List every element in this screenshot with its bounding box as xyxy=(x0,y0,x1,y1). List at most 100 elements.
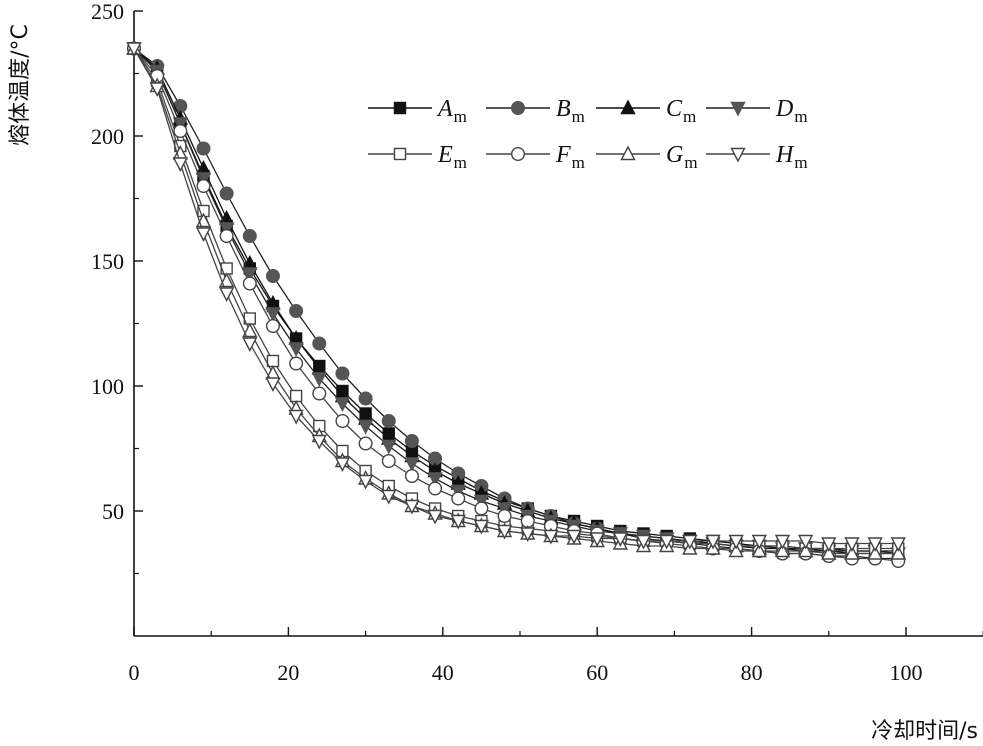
data-point xyxy=(265,307,281,323)
data-point xyxy=(289,304,304,319)
legend-item-g: Gm xyxy=(596,142,698,172)
data-point xyxy=(589,532,605,548)
y-tick-label: 250 xyxy=(91,0,124,24)
data-point xyxy=(774,542,791,558)
data-point xyxy=(844,537,860,553)
data-point xyxy=(288,342,304,358)
data-point xyxy=(219,228,234,243)
legend-label: Bm xyxy=(556,96,585,126)
data-point xyxy=(266,354,280,368)
legend-marker xyxy=(511,100,526,115)
data-point xyxy=(242,322,258,338)
data-point xyxy=(428,481,443,496)
data-point xyxy=(867,537,883,553)
data-point xyxy=(288,409,304,425)
legend-item-d: Dm xyxy=(706,96,808,126)
data-point xyxy=(844,544,860,560)
data-point xyxy=(404,457,420,473)
data-point xyxy=(821,537,837,553)
y-axis-title: 熔体温度/°C xyxy=(8,24,33,146)
data-point xyxy=(357,474,374,490)
data-point xyxy=(335,414,350,429)
legend-marker xyxy=(620,99,636,115)
x-tick-label: 0 xyxy=(129,660,140,685)
data-point xyxy=(705,534,721,550)
series-line xyxy=(133,48,899,550)
data-point xyxy=(381,454,396,469)
data-point xyxy=(334,457,351,473)
data-point xyxy=(543,529,559,545)
legend-label: Gm xyxy=(666,142,698,172)
series-line xyxy=(133,47,899,560)
data-point xyxy=(242,276,257,291)
data-point xyxy=(797,534,814,550)
data-point xyxy=(289,356,304,371)
legend-item-f: Fm xyxy=(486,142,585,172)
legend: Am Bm Cm Dm Em Fm Gm Hm xyxy=(368,96,808,172)
legend-label: Cm xyxy=(666,96,696,126)
legend-label: Dm xyxy=(775,96,808,126)
data-point xyxy=(196,178,211,193)
legend-item-a: Am xyxy=(368,96,467,126)
data-point xyxy=(312,336,327,351)
data-point xyxy=(358,436,373,451)
data-point xyxy=(218,287,235,303)
x-tick-label: 60 xyxy=(586,660,608,685)
legend-marker xyxy=(730,147,746,163)
legend-label: Em xyxy=(437,142,467,172)
series-line xyxy=(133,48,899,555)
legend-marker xyxy=(393,101,407,115)
data-point xyxy=(242,228,257,243)
data-point xyxy=(473,519,490,535)
legend-marker xyxy=(730,101,746,117)
data-point xyxy=(195,227,212,243)
data-point xyxy=(612,532,629,548)
legend-marker xyxy=(393,147,407,161)
data-point xyxy=(774,534,791,550)
data-point xyxy=(289,389,303,403)
data-point xyxy=(890,537,906,553)
data-point xyxy=(404,499,420,515)
x-tick-label: 80 xyxy=(741,660,763,685)
data-point xyxy=(751,534,767,550)
series-layer xyxy=(126,39,906,569)
data-point xyxy=(496,524,513,540)
y-tick-label: 50 xyxy=(102,499,124,524)
data-point xyxy=(890,544,906,560)
y-tick-label: 100 xyxy=(91,374,124,399)
data-point xyxy=(821,544,837,560)
data-point xyxy=(265,269,280,284)
data-point xyxy=(404,469,419,484)
series-line xyxy=(133,48,899,555)
data-point xyxy=(311,434,327,450)
legend-item-b: Bm xyxy=(486,96,585,126)
data-point xyxy=(335,366,350,381)
series-line xyxy=(133,48,899,552)
data-point xyxy=(474,501,489,516)
series-line xyxy=(133,48,899,545)
axes: 0 20 40 60 80 100 50 100 150 200 250 xyxy=(91,0,983,685)
data-point xyxy=(404,434,419,449)
data-point xyxy=(751,542,767,558)
data-point xyxy=(173,123,188,138)
legend-label: Am xyxy=(436,96,467,126)
data-point xyxy=(126,42,142,58)
data-point xyxy=(149,82,165,98)
data-point xyxy=(381,439,397,455)
legend-marker xyxy=(511,146,526,161)
legend-marker xyxy=(620,145,636,161)
x-axis-title: 冷却时间/s xyxy=(871,719,978,744)
data-point xyxy=(242,267,258,283)
data-point xyxy=(265,319,280,334)
y-tick-label: 150 xyxy=(91,249,124,274)
series-line xyxy=(133,48,899,555)
data-point xyxy=(520,527,536,543)
x-tick-label: 20 xyxy=(277,660,299,685)
data-point xyxy=(242,337,258,353)
legend-label: Hm xyxy=(775,142,808,172)
data-point xyxy=(451,491,466,506)
data-point xyxy=(381,414,396,429)
legend-item-e: Em xyxy=(368,142,467,172)
data-point xyxy=(497,509,512,524)
data-point xyxy=(728,534,744,550)
